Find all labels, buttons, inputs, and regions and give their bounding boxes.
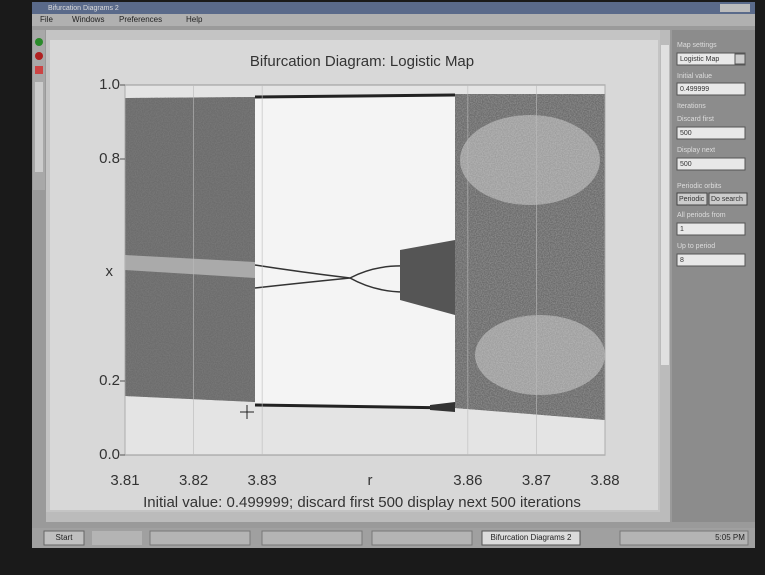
task-button[interactable] — [261, 530, 363, 546]
start-button[interactable] — [43, 530, 85, 546]
x-tick-label: 3.81 — [110, 472, 139, 489]
y-tick-label: 0.2 — [99, 372, 120, 389]
menu-item[interactable]: Windows — [72, 15, 104, 24]
field-value: 8 — [680, 257, 684, 264]
orbit-line — [254, 264, 406, 293]
menu-item[interactable]: Help — [186, 15, 203, 24]
task-button[interactable] — [149, 530, 251, 546]
field-label: Up to period — [677, 243, 715, 250]
button[interactable] — [676, 192, 708, 206]
x-tick-label: 3.83 — [248, 472, 277, 489]
side-panel — [672, 30, 755, 522]
field-label: Periodic orbits — [677, 183, 722, 190]
field-value: 500 — [680, 130, 692, 137]
field-label: Discard first — [677, 116, 714, 123]
task-button[interactable] — [371, 530, 473, 546]
x-axis-label: r — [368, 472, 373, 489]
input-field[interactable] — [676, 222, 746, 236]
field-label: Map settings — [677, 42, 717, 49]
plot — [120, 84, 606, 456]
h-scrollbar[interactable] — [46, 512, 660, 522]
tool-group[interactable] — [35, 82, 43, 172]
chart-title: Bifurcation Diagram: Logistic Map — [250, 53, 474, 70]
orbit-region — [125, 255, 255, 278]
orbit-region — [255, 94, 455, 408]
menu: File Windows Preferences Help — [40, 15, 203, 24]
orbit-region — [430, 402, 455, 412]
menu-bar — [32, 14, 755, 26]
side-controls: Map settings Logistic Map Initial value 0.4… — [676, 42, 748, 267]
orbit-lens — [475, 315, 605, 395]
field-label: Display next — [677, 147, 715, 154]
chart-footer: Initial value: 0.499999; discard first 5… — [143, 494, 581, 511]
clock: 5:05 PM — [715, 533, 745, 542]
input-field[interactable] — [676, 126, 746, 140]
x-tick-label: 3.88 — [590, 472, 619, 489]
menu-item[interactable]: Preferences — [119, 15, 162, 24]
input-field[interactable] — [676, 253, 746, 267]
dropdown-arrow[interactable] — [734, 53, 746, 65]
tray — [619, 530, 749, 546]
x-tick-label: 3.82 — [179, 472, 208, 489]
orbit-lens — [460, 115, 600, 205]
y-tick-label: 1.0 — [99, 76, 120, 93]
orbit-region — [125, 97, 255, 402]
orbit-line — [254, 93, 456, 410]
window-buttons[interactable] — [720, 4, 750, 12]
x-tick-label: 3.87 — [522, 472, 551, 489]
x-tick-label: 3.86 — [453, 472, 482, 489]
title-bar — [32, 2, 755, 14]
button-label: Periodic — [679, 196, 705, 203]
button[interactable] — [708, 192, 748, 206]
y-tick-label: 0.8 — [99, 150, 120, 167]
tool-stop[interactable] — [35, 52, 43, 60]
field-label: Initial value — [677, 73, 712, 80]
y-tick-label: 0.0 — [99, 446, 120, 463]
menu-item[interactable]: File — [40, 15, 53, 24]
orbit-cloud — [125, 93, 605, 420]
field-value: 1 — [680, 226, 684, 233]
field-value: 500 — [680, 161, 692, 168]
field-label: Iterations — [677, 103, 706, 110]
tool-run[interactable] — [35, 38, 43, 46]
field-value: 0.499999 — [680, 86, 709, 93]
button-label: Do search — [711, 196, 743, 203]
task-label: Bifurcation Diagrams 2 — [491, 533, 572, 542]
quick-launch[interactable] — [92, 531, 142, 545]
tool-clear[interactable] — [35, 66, 43, 74]
task-button-active[interactable] — [481, 530, 581, 546]
y-axis-label: x — [106, 263, 114, 280]
scroll-thumb[interactable] — [661, 45, 669, 365]
orbit-region — [455, 94, 605, 420]
start-label: Start — [56, 533, 74, 542]
field-label: All periods from — [677, 212, 726, 219]
field-value: Logistic Map — [680, 56, 719, 63]
input-field[interactable] — [676, 157, 746, 171]
input-field[interactable] — [676, 82, 746, 96]
cursor — [240, 405, 254, 419]
window-title: Bifurcation Diagrams 2 — [48, 5, 119, 12]
orbit-region — [400, 240, 455, 315]
